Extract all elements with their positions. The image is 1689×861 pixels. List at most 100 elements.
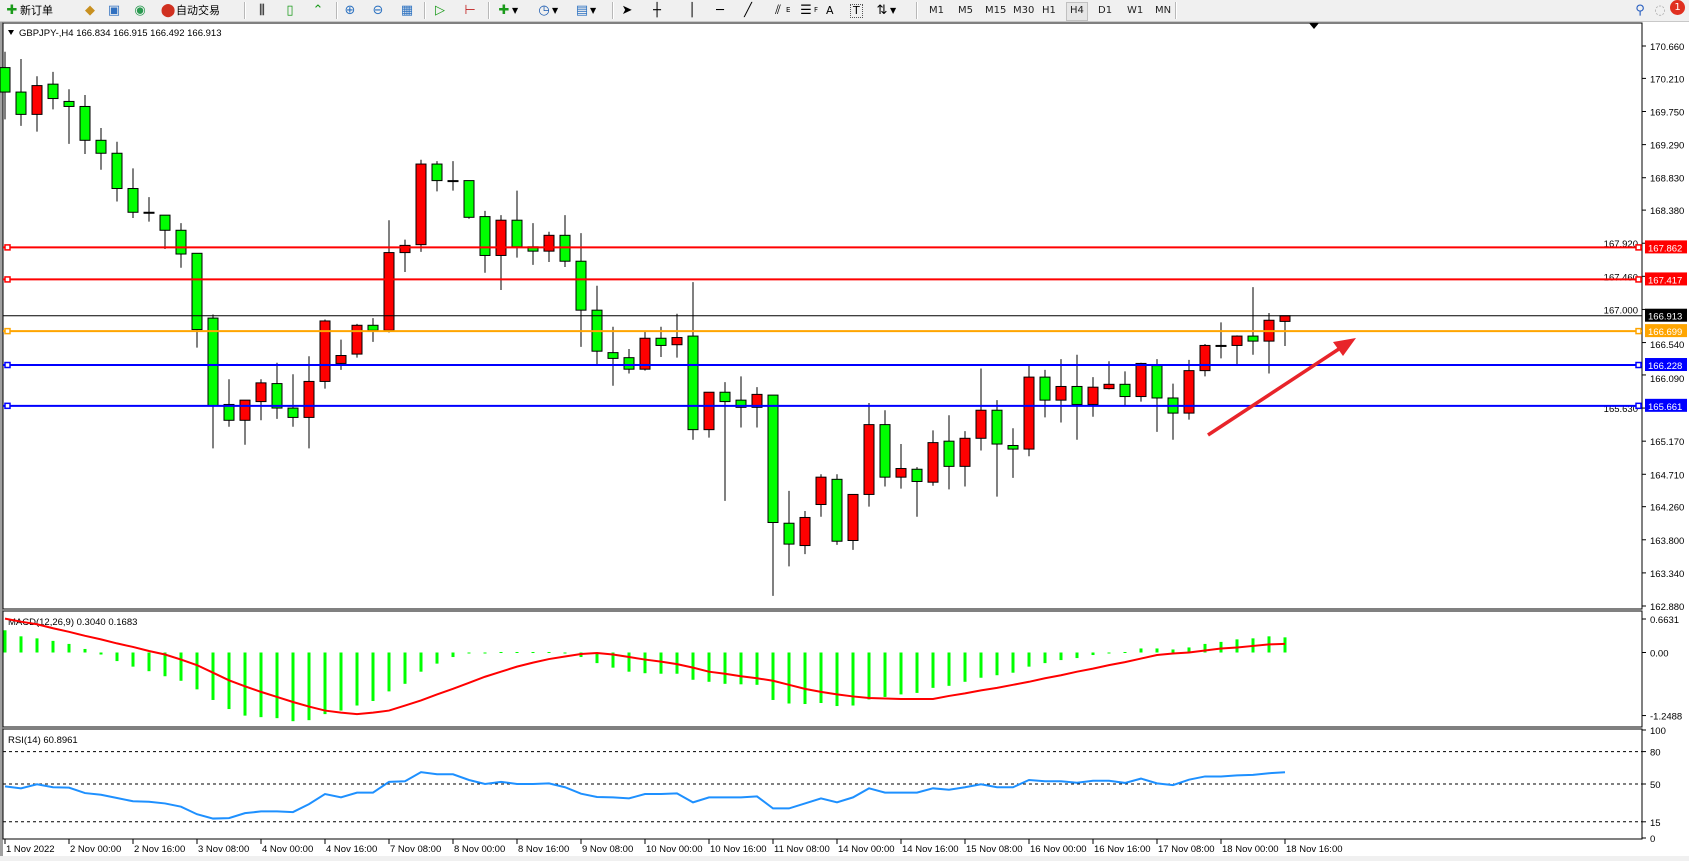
candle-body bbox=[975, 409, 987, 439]
metaeditor-button[interactable]: ◆ bbox=[82, 2, 98, 19]
macd-histogram-bar bbox=[211, 652, 215, 700]
candle bbox=[255, 379, 267, 421]
candle-body bbox=[735, 399, 747, 408]
macd-histogram-bar bbox=[1203, 643, 1207, 653]
time-tick-label: 16 Nov 00:00 bbox=[1030, 844, 1087, 855]
auto-trading-button[interactable]: ⬤ 自动交易 bbox=[160, 2, 220, 19]
macd-histogram-bar bbox=[387, 652, 391, 692]
timeframe-m1[interactable]: M1 bbox=[929, 5, 944, 16]
arrows-button[interactable]: ⇅ ▼ bbox=[874, 2, 897, 19]
candle bbox=[1023, 364, 1035, 457]
timeframe-m30[interactable]: M30 bbox=[1013, 5, 1035, 16]
macd-histogram-bar bbox=[499, 651, 503, 653]
horizontal-line-button[interactable]: ─ bbox=[712, 2, 728, 19]
candle-body bbox=[783, 522, 795, 545]
clock-icon: ◷ bbox=[538, 2, 550, 18]
candle bbox=[95, 128, 107, 170]
candle-body bbox=[943, 440, 955, 467]
bar-chart-button[interactable]: ⫼ bbox=[254, 2, 270, 19]
timeframe-mn[interactable]: MN bbox=[1155, 5, 1172, 16]
new-order-button[interactable]: ✚ 新订单 bbox=[4, 2, 53, 19]
price-tag bbox=[1645, 358, 1687, 372]
trend-arrow-shaft bbox=[1207, 341, 1349, 437]
candle-body bbox=[1007, 444, 1019, 450]
candle-body bbox=[543, 234, 555, 252]
macd-histogram-bar bbox=[451, 652, 455, 658]
line-chart-button[interactable]: ⌃ bbox=[310, 2, 326, 19]
symbol-menu-icon bbox=[8, 30, 14, 35]
candle bbox=[415, 159, 427, 252]
macd-histogram-bar bbox=[195, 652, 199, 690]
macd-histogram-bar bbox=[99, 652, 103, 655]
chart-shift-button[interactable]: ⊢ bbox=[462, 2, 478, 19]
text-button[interactable]: A bbox=[826, 2, 834, 19]
signals-button[interactable]: ◉ bbox=[132, 2, 148, 19]
candle bbox=[1087, 377, 1099, 417]
chat-icon: ◌ bbox=[1654, 2, 1666, 18]
candle-body bbox=[831, 478, 843, 542]
tile-windows-icon: ▦ bbox=[400, 2, 414, 18]
candle bbox=[847, 493, 859, 550]
indicators-button[interactable]: ✚ ▼ bbox=[496, 2, 519, 19]
timeframe-w1[interactable]: W1 bbox=[1127, 5, 1144, 16]
price-tick-label: 167.000 bbox=[1604, 305, 1638, 316]
candle-body bbox=[655, 337, 667, 346]
tile-windows-button[interactable]: ▦ bbox=[399, 2, 415, 19]
crosshair-button[interactable]: ┼ bbox=[649, 2, 665, 19]
auto-scroll-button[interactable]: ▷ bbox=[432, 2, 448, 19]
candlestick-button[interactable]: ▯ bbox=[282, 2, 298, 19]
vertical-line-button[interactable]: │ bbox=[684, 2, 700, 19]
trendline-button[interactable]: ╱ bbox=[740, 2, 756, 19]
candle-body bbox=[111, 152, 123, 190]
time-tick-label: 10 Nov 16:00 bbox=[710, 844, 767, 855]
macd-histogram-bar bbox=[483, 652, 487, 654]
auto-trading-icon: ⬤ bbox=[160, 2, 176, 18]
candle bbox=[1119, 371, 1131, 406]
price-tag bbox=[1645, 308, 1687, 322]
candle-body bbox=[799, 516, 811, 547]
time-tick-label: 8 Nov 16:00 bbox=[518, 844, 569, 855]
search-button[interactable]: ⚲ bbox=[1632, 2, 1648, 19]
messages-button[interactable]: ◌ bbox=[1652, 2, 1668, 19]
timeframe-h4[interactable]: H4 bbox=[1066, 2, 1088, 21]
candle-body bbox=[223, 403, 235, 421]
candle bbox=[15, 58, 27, 126]
price-tick-label: 164.710 bbox=[1650, 470, 1684, 481]
text-label-icon: T bbox=[850, 3, 863, 18]
candle-body bbox=[463, 180, 475, 218]
zoom-in-button[interactable]: ⊕ bbox=[342, 2, 358, 19]
text-label-button[interactable]: T bbox=[850, 2, 863, 19]
terminal-button[interactable]: ▣ bbox=[106, 2, 122, 19]
equidistant-channel-button[interactable]: ⫽ E bbox=[770, 2, 790, 19]
notification-badge: 1 bbox=[1670, 0, 1685, 15]
cursor-icon: ➤ bbox=[621, 2, 633, 18]
candle bbox=[271, 362, 283, 419]
candle bbox=[607, 326, 619, 386]
timeframe-d1[interactable]: D1 bbox=[1098, 5, 1113, 16]
line-anchor-handle bbox=[1635, 402, 1642, 410]
price-tick-label: 170.660 bbox=[1650, 42, 1684, 53]
periods-button[interactable]: ◷ ▼ bbox=[536, 2, 558, 19]
macd-histogram-bar bbox=[899, 652, 903, 695]
dropdown-arrow-icon: ▼ bbox=[890, 6, 897, 15]
macd-histogram-bar bbox=[547, 651, 551, 653]
time-tick-label: 15 Nov 08:00 bbox=[966, 844, 1023, 855]
timeframe-h1[interactable]: H1 bbox=[1042, 5, 1056, 16]
chart-shift-marker bbox=[1309, 23, 1319, 29]
time-tick-label: 11 Nov 08:00 bbox=[774, 844, 830, 855]
templates-button[interactable]: ▤ ▼ bbox=[574, 2, 596, 19]
candle bbox=[623, 349, 635, 374]
line-anchor-handle bbox=[1635, 244, 1642, 251]
macd-histogram-bar bbox=[803, 652, 807, 705]
candle bbox=[143, 197, 155, 222]
candle-body bbox=[751, 393, 763, 408]
timeframe-m5[interactable]: M5 bbox=[958, 5, 973, 16]
time-tick-label: 4 Nov 16:00 bbox=[326, 844, 377, 855]
candle bbox=[751, 387, 763, 428]
indicators-icon: ✚ bbox=[498, 2, 510, 18]
timeframe-m15[interactable]: M15 bbox=[985, 5, 1007, 16]
zoom-out-button[interactable]: ⊖ bbox=[370, 2, 386, 19]
cursor-button[interactable]: ➤ bbox=[619, 2, 635, 19]
fibonacci-button[interactable]: ☰ F bbox=[798, 2, 818, 19]
